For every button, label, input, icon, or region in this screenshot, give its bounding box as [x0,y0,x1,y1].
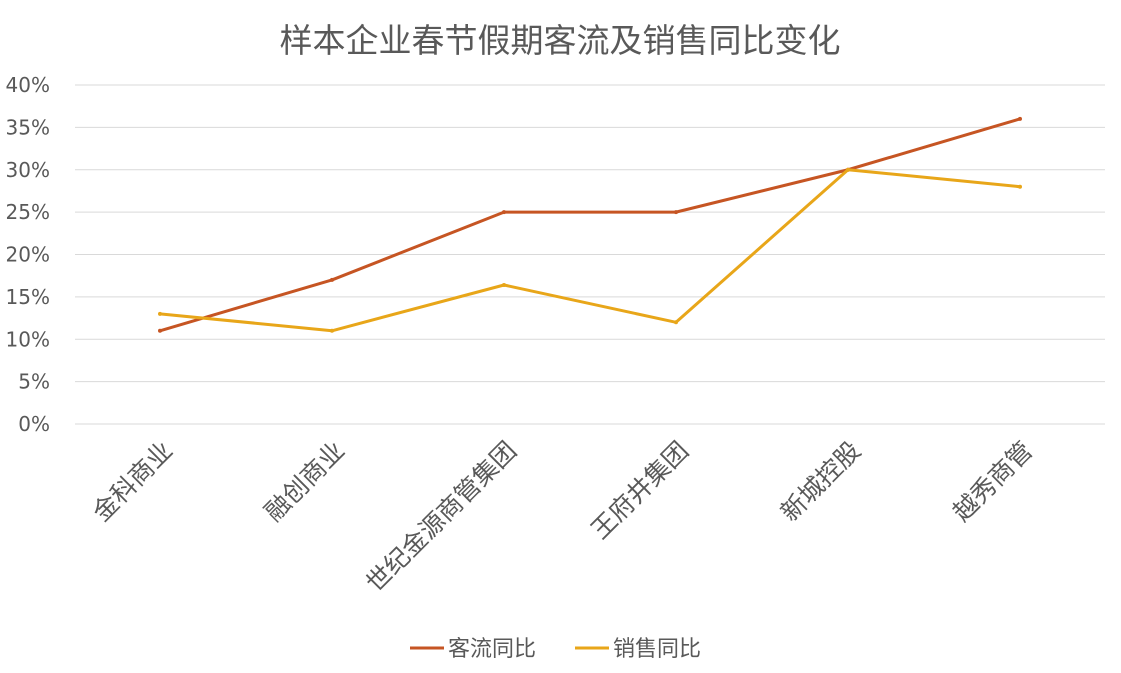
x-tick-label: 金科商业 [87,436,178,527]
y-tick-label: 30% [6,158,50,182]
data-point [1018,184,1022,189]
series-line [158,117,1022,333]
y-tick-label: 40% [6,73,50,97]
data-point [846,167,850,172]
data-point [330,328,334,333]
x-tick-label: 越秀商管 [947,436,1038,527]
legend-label: 客流同比 [448,637,536,662]
data-point [330,277,334,282]
y-tick-label: 0% [18,412,50,436]
y-tick-label: 15% [6,285,50,309]
data-point [674,210,678,215]
data-point [158,328,162,333]
x-tick-label: 融创商业 [259,436,350,527]
data-point [1018,116,1022,121]
y-tick-label: 10% [6,327,50,351]
data-point [674,320,678,325]
legend: 客流同比 销售同比 [410,637,701,662]
y-tick-label: 20% [6,243,50,267]
x-tick-label: 新城控股 [775,436,866,527]
series-lines [158,116,1022,333]
x-axis-ticks: 金科商业 融创商业 世纪金源商管集团 王府井集团 新城控股 越秀商管 [87,436,1038,598]
x-tick-label: 世纪金源商管集团 [360,436,522,598]
x-tick-label: 王府井集团 [585,436,694,545]
y-tick-label: 25% [6,200,50,224]
legend-label: 销售同比 [613,637,701,662]
gridlines [75,84,1105,425]
series-line [158,168,1022,333]
data-point [502,210,506,215]
y-axis-ticks: 0% 5% 10% 15% 20% 25% 30% 35% 40% [6,73,50,436]
data-point [158,311,162,316]
y-tick-label: 5% [18,370,50,394]
chart-title: 样本企业春节假期客流及销售同比变化 [280,21,841,60]
data-point [502,283,506,288]
y-tick-label: 35% [6,115,50,139]
